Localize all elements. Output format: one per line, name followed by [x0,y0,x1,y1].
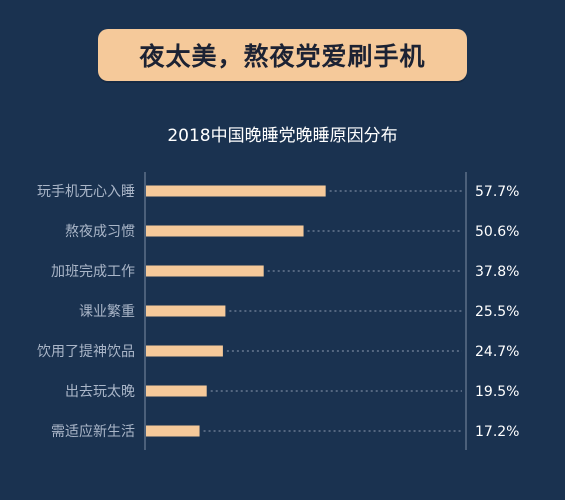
category-label: 出去玩太晚 [65,384,135,400]
value-label: 17.2% [475,424,519,440]
category-label: 熬夜成习惯 [65,223,135,240]
bar [146,425,200,437]
bar [146,185,326,197]
category-label: 课业繁重 [79,304,135,320]
bar [146,225,304,237]
value-label: 25.5% [475,304,519,320]
category-label: 饮用了提神饮品 [37,344,135,360]
chart-title: 2018中国晚睡党晚睡原因分布 [167,126,398,146]
value-label: 50.6% [475,224,519,240]
bar [146,305,226,317]
value-label: 24.7% [475,344,519,360]
value-label: 57.7% [475,184,519,200]
bar [146,265,264,277]
header-banner: 夜太美，熬夜党爱刷手机 [98,29,467,81]
category-label: 玩手机无心入睡 [37,184,135,200]
bar [146,345,223,357]
value-label: 19.5% [475,384,519,400]
value-label: 37.8% [475,264,519,280]
banner-title: 夜太美，熬夜党爱刷手机 [139,42,426,71]
category-label: 加班完成工作 [51,264,135,280]
category-label: 需适应新生活 [51,423,135,440]
bar [146,385,207,397]
